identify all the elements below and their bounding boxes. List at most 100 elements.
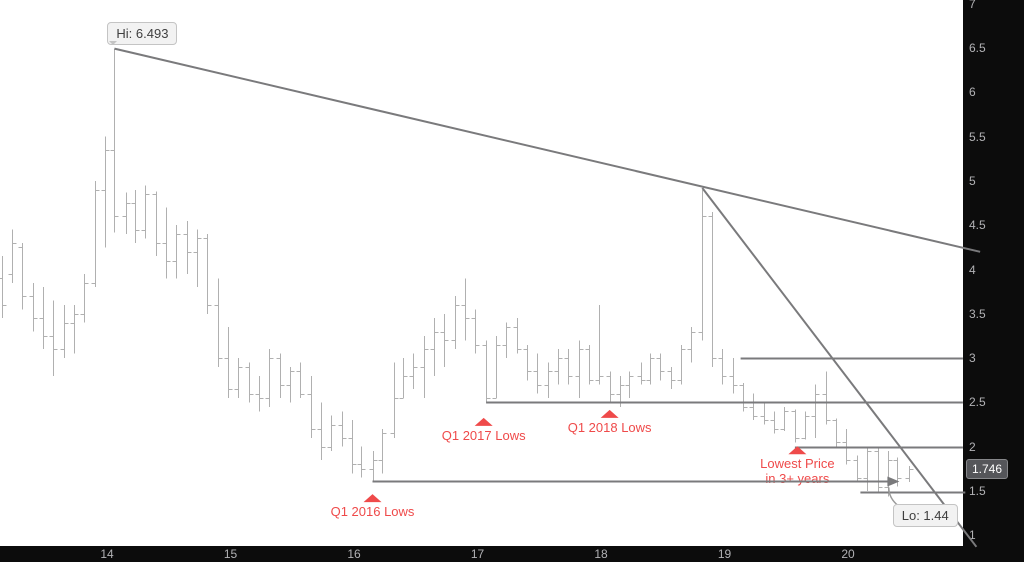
trendline[interactable] <box>114 47 981 253</box>
low-price-callout[interactable]: Lo: 1.44 <box>892 504 958 528</box>
last-price-badge: 1.746 <box>966 459 1009 480</box>
ohlc-bar <box>369 451 378 483</box>
annotation-text: Q1 2017 Lows <box>441 427 526 443</box>
ohlc-bar <box>234 358 243 398</box>
ohlc-bar <box>461 278 470 341</box>
price-tick-label: 1 <box>969 528 976 543</box>
ohlc-bar <box>348 420 357 474</box>
ohlc-bar <box>193 229 202 288</box>
high-price-callout[interactable]: Hi: 6.493 <box>107 21 178 45</box>
annotation-text: in 3+ years <box>765 471 830 487</box>
time-tick-label: 19 <box>717 547 732 561</box>
annotation-text: Lowest Price <box>760 456 835 472</box>
price-tick-label: 4.5 <box>969 218 986 233</box>
ohlc-bar <box>698 189 707 341</box>
ohlc-bar <box>399 358 408 399</box>
ohlc-bar <box>101 136 110 248</box>
lows-annotation-label[interactable]: Lowest Price in 3+ years <box>727 456 867 486</box>
ohlc-bar <box>286 367 295 403</box>
ohlc-bar <box>183 220 192 274</box>
ohlc-bar <box>307 375 316 438</box>
ohlc-bar <box>255 375 264 412</box>
lows-annotation-label[interactable]: Q1 2018 Lows <box>540 420 680 435</box>
callout-connector <box>888 487 899 506</box>
ohlc-bar <box>625 371 634 398</box>
time-tick-label: 18 <box>594 547 608 561</box>
ohlc-bar <box>317 402 326 460</box>
ohlc-bar <box>0 256 7 319</box>
ohlc-bar <box>276 353 285 398</box>
price-tick-label: 6 <box>969 85 976 100</box>
ohlc-bar <box>801 411 810 440</box>
triangle-up-icon[interactable] <box>600 409 619 418</box>
triangle-up-icon[interactable] <box>474 417 493 426</box>
ohlc-bar <box>884 451 893 497</box>
ohlc-bar <box>265 349 274 407</box>
ohlc-bar <box>502 322 511 359</box>
ohlc-bar <box>471 309 480 354</box>
ohlc-bar <box>80 273 89 323</box>
ohlc-bar <box>390 362 399 438</box>
ohlc-bar <box>122 192 131 235</box>
ohlc-bar <box>708 211 717 367</box>
price-tick-label: 1.5 <box>969 484 986 498</box>
ohlc-bar <box>646 353 655 385</box>
ohlc-bar <box>203 234 212 314</box>
ohlc-bar <box>172 225 181 279</box>
ohlc-bar <box>564 349 573 385</box>
ohlc-bar <box>482 340 491 403</box>
ohlc-bar <box>39 287 48 350</box>
ohlc-bar <box>770 411 779 434</box>
ray-arrowhead-icon <box>887 476 900 487</box>
ohlc-bar <box>677 344 686 385</box>
ohlc-bar <box>616 375 625 407</box>
trendline[interactable] <box>701 187 978 548</box>
price-tick-label: 5 <box>969 173 976 188</box>
ohlc-bar <box>739 382 748 412</box>
ohlc-bar <box>492 336 501 399</box>
annotation-text: Q1 2016 Lows <box>330 504 415 520</box>
ohlc-bar <box>874 446 883 492</box>
price-tick-label: 7 <box>969 0 976 11</box>
time-tick-label: 17 <box>470 547 485 561</box>
ohlc-bar <box>637 362 646 385</box>
ohlc-bar <box>131 189 140 243</box>
ohlc-bar <box>214 278 223 367</box>
ohlc-bar <box>357 446 366 478</box>
ohlc-bar <box>687 327 696 363</box>
ohlc-bar <box>18 242 27 310</box>
ohlc-bar <box>832 418 841 447</box>
triangle-up-icon[interactable] <box>788 446 807 455</box>
lows-annotation-label[interactable]: Q1 2017 Lows <box>414 428 554 443</box>
time-tick-label: 20 <box>841 547 855 561</box>
ohlc-bar <box>430 318 439 376</box>
ohlc-bar <box>162 207 171 279</box>
ohlc-bar <box>338 411 347 447</box>
ohlc-bar <box>409 353 418 390</box>
time-scale[interactable]: 14 15 16 17 18 19 20 <box>0 546 1024 562</box>
ohlc-bar <box>110 48 119 233</box>
ohlc-bar <box>595 304 604 385</box>
ohlc-bar <box>60 304 69 359</box>
ohlc-bar <box>533 353 542 394</box>
ohlc-bar <box>791 409 800 443</box>
price-tick-label: 3.5 <box>969 306 986 321</box>
ohlc-bar <box>245 362 254 403</box>
ohlc-bar <box>780 406 789 431</box>
ohlc-bar <box>718 349 727 385</box>
ohlc-bar <box>905 466 914 483</box>
ohlc-bar <box>523 344 532 381</box>
price-tick-label: 4 <box>969 262 976 277</box>
triangle-up-icon[interactable] <box>363 494 382 503</box>
ohlc-bar <box>513 318 522 354</box>
ohlc-bar <box>378 429 387 474</box>
ohlc-bar <box>451 296 460 350</box>
ohlc-bar <box>811 384 820 438</box>
time-tick-label: 15 <box>223 547 238 561</box>
price-tick-label: 2.5 <box>969 395 986 410</box>
ohlc-bar <box>152 191 161 257</box>
ohlc-bar <box>224 327 233 398</box>
lows-annotation-label[interactable]: Q1 2016 Lows <box>303 504 443 519</box>
ohlc-bar <box>606 371 615 403</box>
